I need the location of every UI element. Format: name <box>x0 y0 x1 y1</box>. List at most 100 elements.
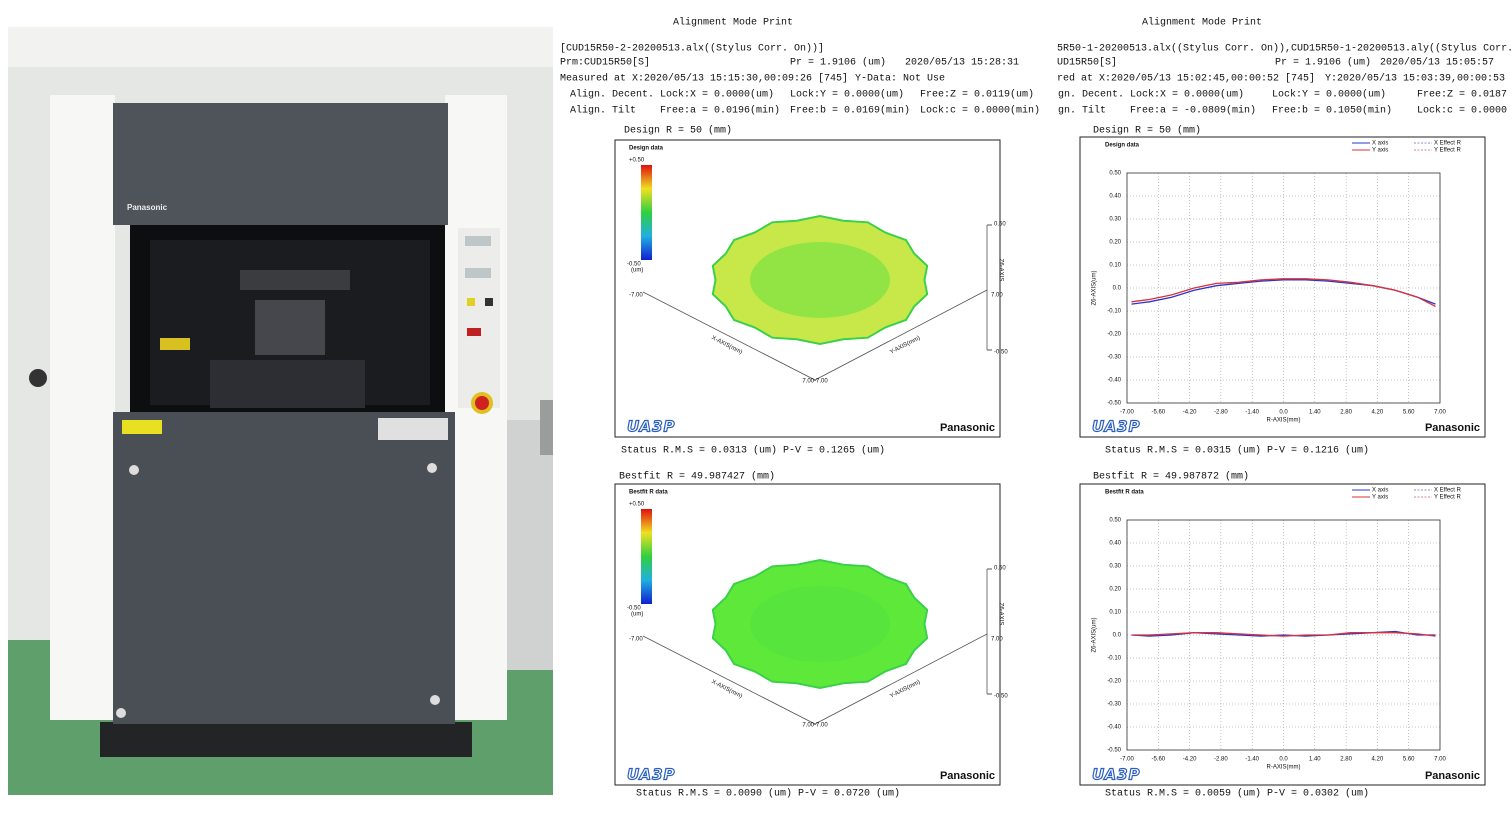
z-bottom: -0.50 <box>994 350 1008 356</box>
status: Status R.M.S = 0.0315 (um) P-V = 0.1216 … <box>1105 445 1369 457</box>
x-tick-label: 2.80 <box>1340 410 1352 416</box>
align-tilt: Free:a = 0.0196(min) <box>660 105 780 117</box>
y-tick-label: 0.40 <box>1109 541 1121 547</box>
x-tick-label: -1.40 <box>1245 410 1259 416</box>
header-file: [CUD15R50-2-20200513.alx((Stylus Corr. O… <box>560 43 824 55</box>
y-tick-label: 0.30 <box>1109 564 1121 570</box>
legend-label: X axis <box>1372 141 1388 147</box>
align-tilt: Lock:c = 0.0000 <box>1417 105 1507 117</box>
axis-line <box>642 633 988 725</box>
axis-end: -7.00 <box>629 293 643 299</box>
align-tilt: Free:b = 0.0169(min) <box>790 105 910 117</box>
brand: Panasonic <box>1425 422 1480 434</box>
panel-box <box>1079 136 1486 438</box>
photo-shape <box>467 328 481 336</box>
x-tick-label: -4.20 <box>1183 410 1197 416</box>
header-program: UD15R50[S] <box>1057 57 1117 69</box>
legend-label: Y axis <box>1372 148 1388 154</box>
photo-shape <box>160 338 190 350</box>
brand: Panasonic <box>940 422 995 434</box>
profile-line <box>1131 278 1436 307</box>
photo-shape <box>485 298 493 306</box>
panel-heading: Bestfit R = 49.987427 (mm) <box>619 471 775 483</box>
legend-label: Y Effect R <box>1434 495 1461 501</box>
align-tilt: Free:b = 0.1050(min) <box>1272 105 1392 117</box>
legend-label: X Effect R <box>1434 141 1462 147</box>
photo-shape <box>540 400 553 455</box>
header-program: Prm:CUD15R50[S] <box>560 57 650 69</box>
photo-shape <box>427 463 437 473</box>
y-tick-label: 0.10 <box>1109 263 1121 269</box>
align-decent: gn. Decent. <box>1058 90 1124 101</box>
photo-shape <box>8 27 553 67</box>
photo-shape <box>378 418 448 440</box>
photo-shape <box>129 465 139 475</box>
x-tick-label: 4.20 <box>1372 410 1384 416</box>
y-tick-label: -0.20 <box>1107 679 1121 685</box>
photo-shape <box>122 420 162 434</box>
profile-line <box>1131 632 1436 637</box>
y-tick-label: -0.30 <box>1107 355 1121 361</box>
report-title: Alignment Mode Print <box>673 17 793 29</box>
machine-brand: Panasonic <box>127 203 168 212</box>
header-date: 2020/05/13 15:28:31 <box>905 57 1019 69</box>
align-decent: Lock:X = 0.0000(um) <box>660 89 774 101</box>
scale-min: -0.50 <box>627 262 641 268</box>
x-axis-label: R-AXIS(mm) <box>1267 418 1301 424</box>
report-title: Alignment Mode Print <box>1142 17 1262 29</box>
photo-shape <box>475 396 489 410</box>
y-axis-label: Z6-AXIS(um) <box>1092 270 1098 305</box>
x-tick-label: -5.60 <box>1151 410 1165 416</box>
panel-label: Bestfit R data <box>1105 490 1144 496</box>
status: Status R.M.S = 0.0090 (um) P-V = 0.0720 … <box>636 788 900 800</box>
logo: UA3P <box>1092 766 1141 784</box>
y-tick-label: 0.10 <box>1109 610 1121 616</box>
surface-map <box>711 558 929 690</box>
y-tick-label: -0.40 <box>1107 378 1121 384</box>
panel-heading: Design R = 50 (mm) <box>624 125 732 137</box>
legend-label: Y axis <box>1372 495 1388 501</box>
header-measured: Measured at X:2020/05/13 15:15:30,00:09:… <box>560 73 848 85</box>
x-tick-label: -5.60 <box>1151 757 1165 763</box>
photo-shape <box>50 95 115 720</box>
panel-heading: Design R = 50 (mm) <box>1093 125 1201 137</box>
x-tick-label: 7.00 <box>1434 410 1446 416</box>
status: Status R.M.S = 0.0059 (um) P-V = 0.0302 … <box>1105 788 1369 800</box>
x-tick-label: -4.20 <box>1183 757 1197 763</box>
z-top: 0.50 <box>994 566 1006 572</box>
photo-shape <box>240 270 350 290</box>
scale-max: +0.50 <box>629 502 645 508</box>
x-tick-label: -7.00 <box>1120 757 1134 763</box>
plot-frame <box>1126 519 1441 751</box>
scale-unit: (um) <box>631 268 643 274</box>
photo-shape <box>458 228 500 408</box>
surface-core <box>750 242 890 318</box>
plot-frame <box>1126 172 1441 404</box>
y-axis-label: Z6-AXIS(um) <box>1092 617 1098 652</box>
y-tick-label: 0.20 <box>1109 587 1121 593</box>
x-tick-label: 1.40 <box>1309 757 1321 763</box>
header-measured: red at X:2020/05/13 15:02:45,00:00:52 [7… <box>1057 73 1315 85</box>
header-pr: Pr = 1.9106 (um) <box>1275 57 1371 69</box>
scale-min: -0.50 <box>627 606 641 612</box>
x-tick-label: 4.20 <box>1372 757 1384 763</box>
surface-core <box>750 586 890 662</box>
profile-line <box>1131 630 1436 637</box>
photo-shape <box>116 708 126 718</box>
panel-label: Bestfit R data <box>629 490 668 496</box>
x-tick-label: 0.0 <box>1279 757 1288 763</box>
y-tick-label: 0.40 <box>1109 194 1121 200</box>
legend-label: X axis <box>1372 488 1388 494</box>
y-tick-label: 0.0 <box>1113 633 1122 639</box>
photo-shape <box>113 412 455 724</box>
x-tick-label: -7.00 <box>1120 410 1134 416</box>
x-tick-label: -1.40 <box>1245 757 1259 763</box>
y-tick-label: -0.50 <box>1107 401 1121 407</box>
z-bottom: -0.50 <box>994 694 1008 700</box>
align-decent: Free:Z = 0.0119(um) <box>920 89 1034 101</box>
header-date: 2020/05/13 15:05:57 <box>1380 57 1494 69</box>
y-tick-label: -0.10 <box>1107 656 1121 662</box>
surface-map <box>711 214 929 346</box>
header-ydata: Y:2020/05/13 15:03:39,00:00:53 [74 <box>1325 73 1512 85</box>
